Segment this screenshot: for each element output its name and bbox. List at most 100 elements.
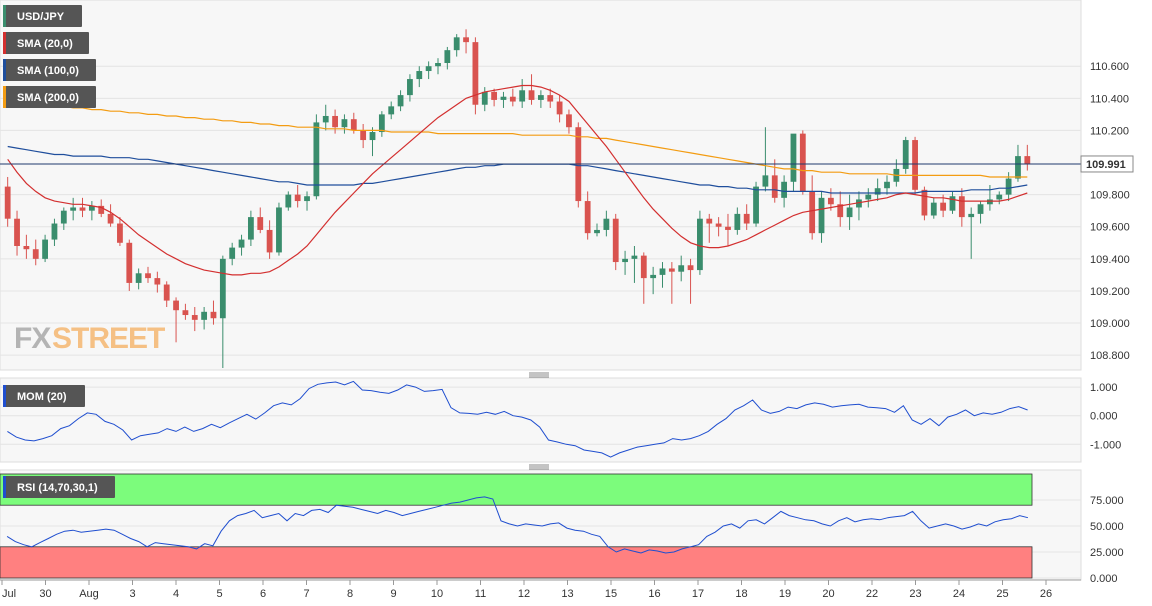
candle-body [949,196,956,211]
candle-body [968,213,975,218]
legend-sma-20-label: SMA (20,0) [17,38,73,50]
candle-up [977,201,984,224]
candle-body [201,311,208,320]
candle-body [4,186,11,219]
legend-sma-100[interactable]: SMA (100,0) [3,59,96,81]
x-tick-label: 18 [735,588,747,600]
candle-body [537,95,544,100]
x-tick-label: 10 [431,588,443,600]
legend-rsi[interactable]: RSI (14,70,30,1) [3,476,115,498]
candle-body [753,186,759,224]
candle-down [266,220,273,259]
candle-body [397,95,404,107]
candle-body [51,223,58,240]
candle-up [659,262,666,288]
legend-mom[interactable]: MOM (20) [3,385,85,407]
price-tick-label: 110.600 [1090,61,1129,73]
candle-body [294,194,301,202]
current-price-tag: 109.991 [1080,155,1134,173]
candle-up [790,133,797,192]
candle-body [238,239,245,248]
candle-down [79,197,86,218]
candle-up [622,250,628,275]
candle-body [837,204,844,218]
candle-up [444,46,451,70]
candle-body [856,199,862,208]
candle-body [725,226,731,230]
candle-body [884,181,890,189]
legend-sma-20[interactable]: SMA (20,0) [3,32,89,54]
candle-up [930,197,937,219]
candle-body [622,258,628,263]
x-tick-label: Aug [79,588,99,600]
candle-down [958,188,965,227]
candle-down [472,37,479,115]
candle-up [537,90,544,108]
candle-body [781,181,788,198]
candle-body [388,106,395,115]
price-tick-label: 108.800 [1090,350,1130,362]
candle-body [229,247,236,259]
candle-down [23,234,30,259]
candle-up [135,268,142,290]
candle-up [1015,144,1021,182]
price-tick-label: 110.400 [1090,93,1129,105]
candle-down [528,74,535,105]
candle-up [42,234,48,263]
candle-up [238,234,245,256]
svg-text:STREET: STREET [52,322,165,355]
candle-body [332,115,338,128]
candle-body [126,242,133,283]
rsi-tick-label: 75.000 [1090,495,1124,507]
candle-body [996,194,1003,200]
price-panel-background [0,0,1082,371]
x-tick-label: Jul [2,588,16,600]
candle-up [70,197,77,221]
candle-body [463,37,469,43]
candle-body [958,196,965,218]
candle-body [1005,178,1012,195]
svg-text:FX: FX [14,322,51,355]
candle-body [88,205,95,211]
candle-down [921,186,928,221]
candle-body [519,90,526,102]
candle-down [809,175,816,240]
candle-up [846,194,853,230]
candle-up [425,61,432,80]
legend-usdjpy[interactable]: USD/JPY [3,5,82,27]
candle-up [631,246,638,283]
price-tick-label: 109.400 [1090,254,1130,266]
candle-down [584,191,591,240]
candle-down [687,258,694,304]
candle-down [182,303,189,320]
candle-down [509,88,516,107]
legend-sma-200[interactable]: SMA (200,0) [3,86,96,108]
price-tick-label: 109.800 [1090,190,1130,202]
rsi-line [6,496,1029,554]
candle-up [88,201,95,221]
x-axis: Jul 30 Aug 3 4 5 6 7 8 9 10 11 12 13 15 16 17 18 19 20 22 23 2… [0,579,1081,600]
candle-up [762,127,769,192]
candle-body [865,194,872,200]
momentum-tick-label: -1.000 [1090,439,1121,451]
candle-up [201,307,208,330]
candle-down [257,207,264,234]
candle-body [378,114,385,133]
panel-resize-handle-bottom[interactable] [529,464,549,470]
candle-up [902,136,909,174]
candle-body [219,258,226,319]
candle-down [145,266,151,283]
candle-body [416,71,423,80]
candle-up [519,79,526,108]
x-tick-label: 9 [390,588,396,600]
candle-up [856,191,862,221]
candle-up [416,66,423,88]
candle-down [294,185,301,208]
panel-resize-handle-top[interactable] [529,372,549,378]
candle-body [191,315,198,320]
candle-body [743,213,750,224]
candle-body [612,218,619,263]
candle-body [79,207,86,211]
candle-body [566,114,572,128]
candle-body [734,213,741,230]
